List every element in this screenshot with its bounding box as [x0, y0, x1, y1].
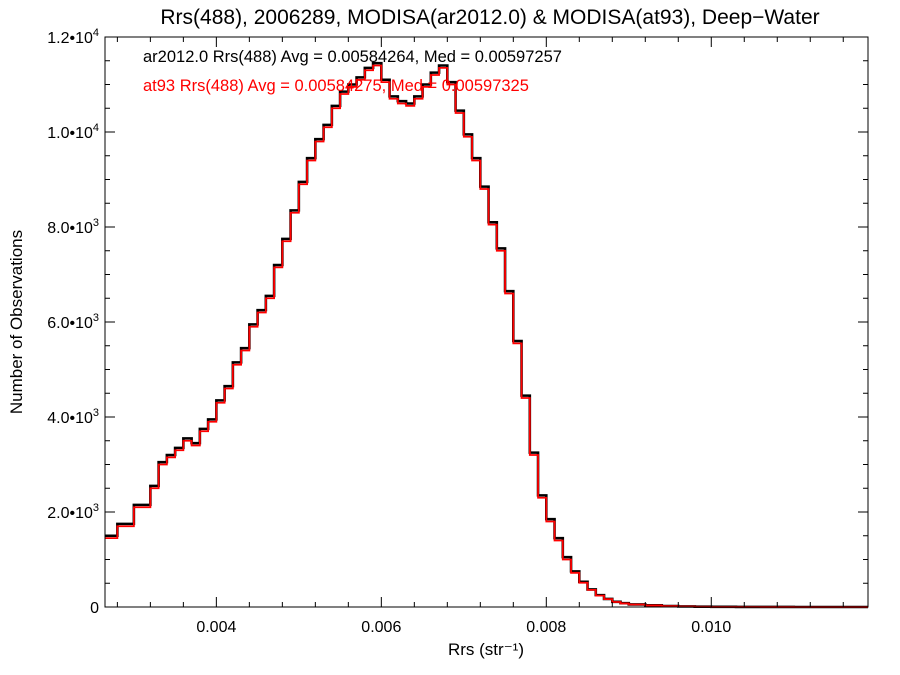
series-line-0 — [105, 61, 868, 609]
x-axis-label: Rrs (str⁻¹) — [448, 640, 524, 659]
x-tick-label: 0.010 — [691, 619, 731, 636]
x-tick-label: 0.006 — [361, 619, 401, 636]
legend-entry-ar2012: ar2012.0 Rrs(488) Avg = 0.00584264, Med … — [143, 48, 562, 66]
y-tick-label: 2.0•103 — [47, 502, 99, 522]
y-tick-label: 1.0•104 — [47, 122, 99, 142]
y-tick-label: 1.2•104 — [47, 27, 99, 47]
y-tick-label: 0 — [90, 600, 99, 617]
y-tick-label: 4.0•103 — [47, 407, 99, 427]
chart-title: Rrs(488), 2006289, MODISA(ar2012.0) & MO… — [160, 6, 819, 29]
series-layer — [105, 61, 868, 609]
series-line-1 — [105, 64, 868, 608]
x-tick-label: 0.004 — [196, 619, 236, 636]
y-axis-label: Number of Observations — [7, 230, 26, 414]
y-tick-label: 6.0•103 — [47, 312, 99, 332]
y-tick-label: 8.0•103 — [47, 217, 99, 237]
plot-frame — [104, 36, 869, 608]
x-tick-label: 0.008 — [526, 619, 566, 636]
legend-entry-at93: at93 Rrs(488) Avg = 0.00584275, Med = 0.… — [143, 77, 529, 95]
y-axis: 0 2.0•103 4.0•103 6.0•103 8.0•103 1.0•104 1.2•… — [47, 27, 868, 617]
x-axis: 0.004 0.006 0.008 0.010 — [116, 37, 844, 636]
